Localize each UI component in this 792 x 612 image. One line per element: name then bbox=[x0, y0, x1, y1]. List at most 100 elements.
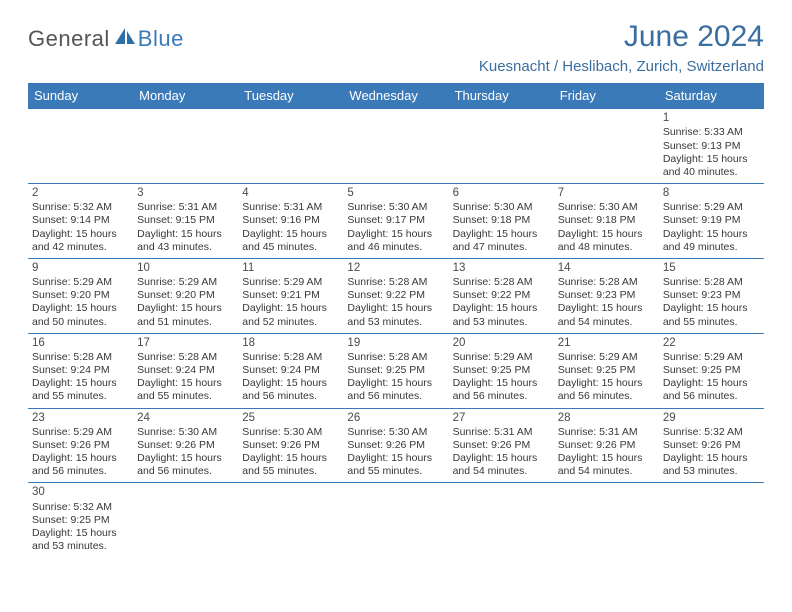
sunset-line: Sunset: 9:20 PM bbox=[32, 289, 129, 302]
sunrise-line: Sunrise: 5:28 AM bbox=[137, 351, 234, 364]
day-number: 19 bbox=[347, 336, 444, 350]
weekday-header: Tuesday bbox=[238, 83, 343, 109]
calendar-row: 23Sunrise: 5:29 AMSunset: 9:26 PMDayligh… bbox=[28, 408, 764, 483]
calendar-cell: 5Sunrise: 5:30 AMSunset: 9:17 PMDaylight… bbox=[343, 183, 448, 258]
day-number: 25 bbox=[242, 411, 339, 425]
day-number: 8 bbox=[663, 186, 760, 200]
sunrise-line: Sunrise: 5:29 AM bbox=[558, 351, 655, 364]
logo: General Blue bbox=[28, 26, 184, 52]
day-number: 13 bbox=[453, 261, 550, 275]
calendar-row: 16Sunrise: 5:28 AMSunset: 9:24 PMDayligh… bbox=[28, 333, 764, 408]
sunset-line: Sunset: 9:25 PM bbox=[32, 514, 129, 527]
daylight-line: Daylight: 15 hours and 46 minutes. bbox=[347, 228, 444, 254]
calendar-cell: 11Sunrise: 5:29 AMSunset: 9:21 PMDayligh… bbox=[238, 258, 343, 333]
sunrise-line: Sunrise: 5:29 AM bbox=[32, 426, 129, 439]
daylight-line: Daylight: 15 hours and 53 minutes. bbox=[663, 452, 760, 478]
day-number: 11 bbox=[242, 261, 339, 275]
calendar-cell: 22Sunrise: 5:29 AMSunset: 9:25 PMDayligh… bbox=[659, 333, 764, 408]
sunset-line: Sunset: 9:26 PM bbox=[347, 439, 444, 452]
calendar-cell: 4Sunrise: 5:31 AMSunset: 9:16 PMDaylight… bbox=[238, 183, 343, 258]
daylight-line: Daylight: 15 hours and 55 minutes. bbox=[347, 452, 444, 478]
sunrise-line: Sunrise: 5:31 AM bbox=[137, 201, 234, 214]
weekday-header: Monday bbox=[133, 83, 238, 109]
daylight-line: Daylight: 15 hours and 48 minutes. bbox=[558, 228, 655, 254]
day-number: 12 bbox=[347, 261, 444, 275]
daylight-line: Daylight: 15 hours and 56 minutes. bbox=[32, 452, 129, 478]
sunrise-line: Sunrise: 5:28 AM bbox=[347, 276, 444, 289]
calendar-cell-empty bbox=[449, 483, 554, 557]
sunset-line: Sunset: 9:18 PM bbox=[453, 214, 550, 227]
sunset-line: Sunset: 9:21 PM bbox=[242, 289, 339, 302]
sunset-line: Sunset: 9:26 PM bbox=[137, 439, 234, 452]
day-number: 24 bbox=[137, 411, 234, 425]
location-subtitle: Kuesnacht / Heslibach, Zurich, Switzerla… bbox=[479, 58, 764, 75]
day-number: 4 bbox=[242, 186, 339, 200]
sunset-line: Sunset: 9:15 PM bbox=[137, 214, 234, 227]
calendar-row: 9Sunrise: 5:29 AMSunset: 9:20 PMDaylight… bbox=[28, 258, 764, 333]
sunrise-line: Sunrise: 5:30 AM bbox=[242, 426, 339, 439]
day-number: 5 bbox=[347, 186, 444, 200]
sunrise-line: Sunrise: 5:30 AM bbox=[558, 201, 655, 214]
daylight-line: Daylight: 15 hours and 54 minutes. bbox=[453, 452, 550, 478]
calendar-row: 1Sunrise: 5:33 AMSunset: 9:13 PMDaylight… bbox=[28, 109, 764, 184]
day-number: 15 bbox=[663, 261, 760, 275]
sunset-line: Sunset: 9:25 PM bbox=[558, 364, 655, 377]
calendar-table: SundayMondayTuesdayWednesdayThursdayFrid… bbox=[28, 83, 764, 557]
calendar-cell: 9Sunrise: 5:29 AMSunset: 9:20 PMDaylight… bbox=[28, 258, 133, 333]
sunset-line: Sunset: 9:25 PM bbox=[453, 364, 550, 377]
calendar-cell-empty bbox=[449, 109, 554, 184]
calendar-cell: 25Sunrise: 5:30 AMSunset: 9:26 PMDayligh… bbox=[238, 408, 343, 483]
sunrise-line: Sunrise: 5:28 AM bbox=[347, 351, 444, 364]
sunrise-line: Sunrise: 5:28 AM bbox=[558, 276, 655, 289]
calendar-cell-empty bbox=[343, 483, 448, 557]
sunrise-line: Sunrise: 5:29 AM bbox=[137, 276, 234, 289]
daylight-line: Daylight: 15 hours and 54 minutes. bbox=[558, 302, 655, 328]
calendar-cell: 14Sunrise: 5:28 AMSunset: 9:23 PMDayligh… bbox=[554, 258, 659, 333]
sunrise-line: Sunrise: 5:29 AM bbox=[663, 351, 760, 364]
daylight-line: Daylight: 15 hours and 56 minutes. bbox=[242, 377, 339, 403]
calendar-cell: 19Sunrise: 5:28 AMSunset: 9:25 PMDayligh… bbox=[343, 333, 448, 408]
day-number: 30 bbox=[32, 485, 129, 499]
day-number: 22 bbox=[663, 336, 760, 350]
calendar-cell: 26Sunrise: 5:30 AMSunset: 9:26 PMDayligh… bbox=[343, 408, 448, 483]
daylight-line: Daylight: 15 hours and 45 minutes. bbox=[242, 228, 339, 254]
sunset-line: Sunset: 9:26 PM bbox=[242, 439, 339, 452]
daylight-line: Daylight: 15 hours and 53 minutes. bbox=[453, 302, 550, 328]
daylight-line: Daylight: 15 hours and 56 minutes. bbox=[347, 377, 444, 403]
calendar-cell: 13Sunrise: 5:28 AMSunset: 9:22 PMDayligh… bbox=[449, 258, 554, 333]
calendar-cell: 23Sunrise: 5:29 AMSunset: 9:26 PMDayligh… bbox=[28, 408, 133, 483]
day-number: 28 bbox=[558, 411, 655, 425]
calendar-cell: 17Sunrise: 5:28 AMSunset: 9:24 PMDayligh… bbox=[133, 333, 238, 408]
sunrise-line: Sunrise: 5:30 AM bbox=[347, 426, 444, 439]
calendar-cell: 1Sunrise: 5:33 AMSunset: 9:13 PMDaylight… bbox=[659, 109, 764, 184]
sunrise-line: Sunrise: 5:29 AM bbox=[453, 351, 550, 364]
calendar-cell: 27Sunrise: 5:31 AMSunset: 9:26 PMDayligh… bbox=[449, 408, 554, 483]
day-number: 26 bbox=[347, 411, 444, 425]
daylight-line: Daylight: 15 hours and 55 minutes. bbox=[242, 452, 339, 478]
sunset-line: Sunset: 9:25 PM bbox=[347, 364, 444, 377]
daylight-line: Daylight: 15 hours and 40 minutes. bbox=[663, 153, 760, 179]
day-number: 10 bbox=[137, 261, 234, 275]
weekday-header: Wednesday bbox=[343, 83, 448, 109]
daylight-line: Daylight: 15 hours and 56 minutes. bbox=[558, 377, 655, 403]
calendar-cell: 10Sunrise: 5:29 AMSunset: 9:20 PMDayligh… bbox=[133, 258, 238, 333]
calendar-cell-empty bbox=[238, 483, 343, 557]
sunset-line: Sunset: 9:26 PM bbox=[558, 439, 655, 452]
sunset-line: Sunset: 9:26 PM bbox=[663, 439, 760, 452]
weekday-header: Friday bbox=[554, 83, 659, 109]
sunrise-line: Sunrise: 5:32 AM bbox=[32, 501, 129, 514]
calendar-cell-empty bbox=[659, 483, 764, 557]
sail-icon bbox=[114, 27, 136, 52]
sunrise-line: Sunrise: 5:29 AM bbox=[32, 276, 129, 289]
daylight-line: Daylight: 15 hours and 50 minutes. bbox=[32, 302, 129, 328]
daylight-line: Daylight: 15 hours and 56 minutes. bbox=[453, 377, 550, 403]
sunrise-line: Sunrise: 5:30 AM bbox=[453, 201, 550, 214]
day-number: 9 bbox=[32, 261, 129, 275]
daylight-line: Daylight: 15 hours and 55 minutes. bbox=[663, 302, 760, 328]
day-number: 6 bbox=[453, 186, 550, 200]
sunset-line: Sunset: 9:13 PM bbox=[663, 140, 760, 153]
calendar-row: 30Sunrise: 5:32 AMSunset: 9:25 PMDayligh… bbox=[28, 483, 764, 557]
sunrise-line: Sunrise: 5:31 AM bbox=[242, 201, 339, 214]
calendar-cell: 30Sunrise: 5:32 AMSunset: 9:25 PMDayligh… bbox=[28, 483, 133, 557]
calendar-cell: 7Sunrise: 5:30 AMSunset: 9:18 PMDaylight… bbox=[554, 183, 659, 258]
